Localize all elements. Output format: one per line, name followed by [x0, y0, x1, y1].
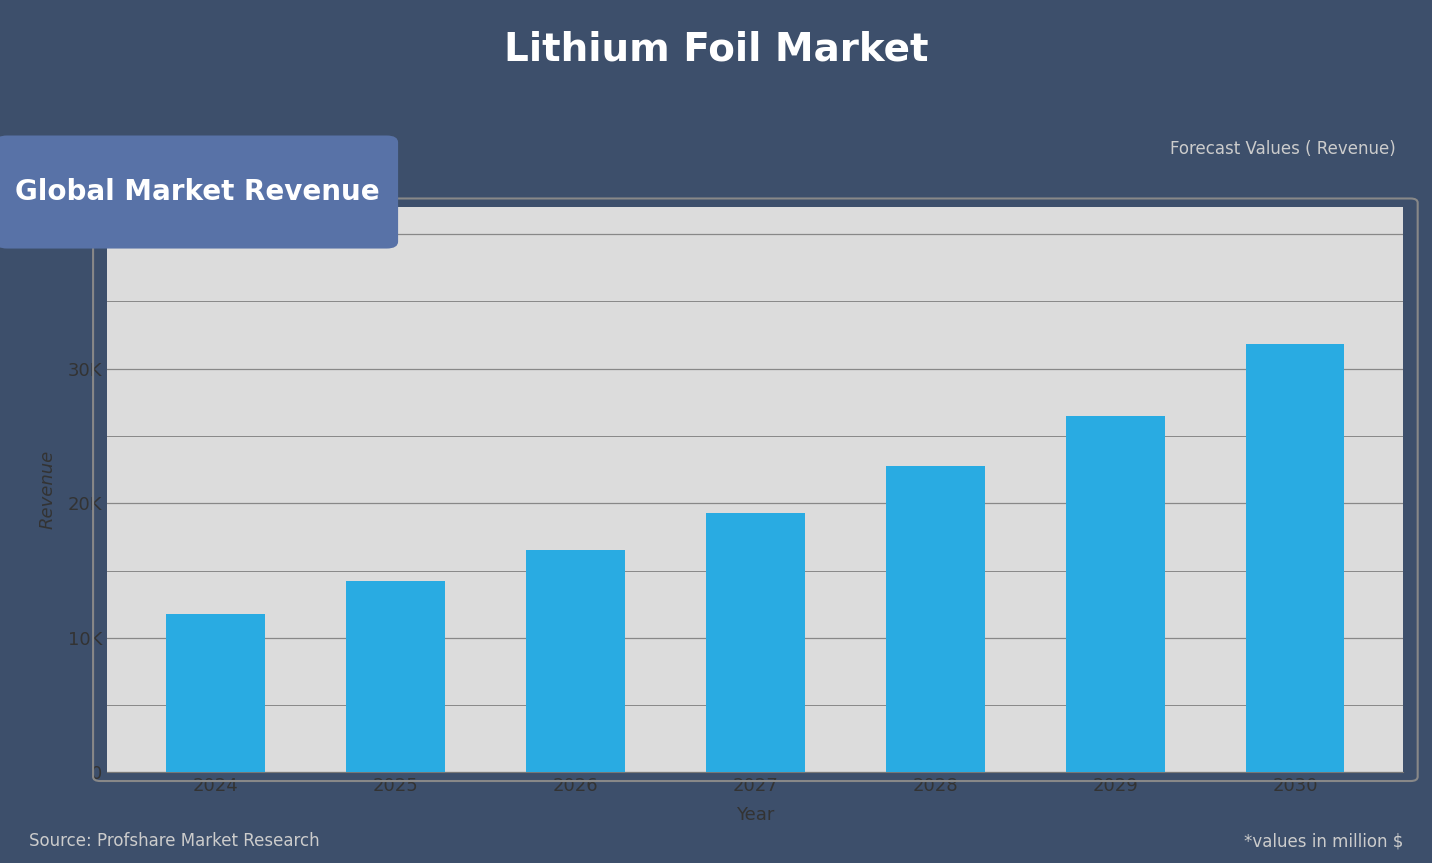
Legend: Revenue: Revenue: [129, 216, 281, 257]
Bar: [1065, 416, 1164, 772]
Bar: [1246, 344, 1345, 772]
Bar: [886, 465, 985, 772]
Text: Lithium Foil Market: Lithium Foil Market: [504, 30, 928, 68]
Text: Source: Profshare Market Research: Source: Profshare Market Research: [29, 833, 319, 850]
Bar: [526, 551, 624, 772]
Text: Forecast Values ( Revenue): Forecast Values ( Revenue): [1170, 140, 1396, 158]
Bar: [347, 582, 445, 772]
Text: *values in million $: *values in million $: [1244, 833, 1403, 850]
Text: Global Market Revenue: Global Market Revenue: [14, 178, 379, 206]
Bar: [166, 614, 265, 772]
X-axis label: Year: Year: [736, 806, 775, 824]
Y-axis label: Revenue: Revenue: [39, 450, 57, 529]
Bar: [706, 513, 805, 772]
